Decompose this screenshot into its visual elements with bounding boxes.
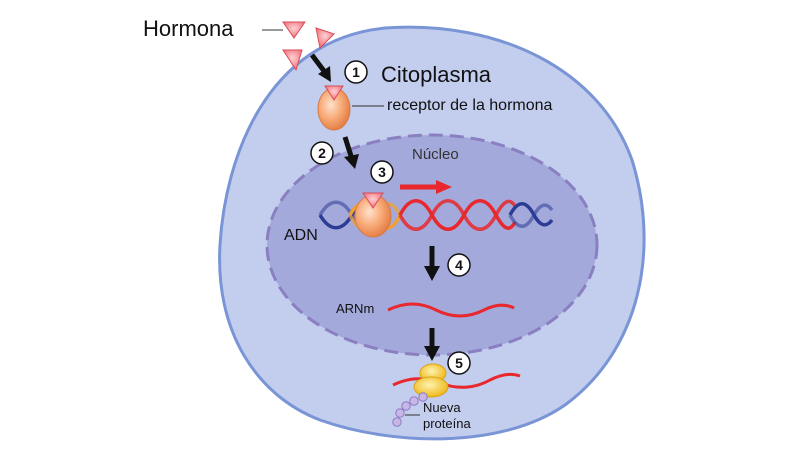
step-5-arrow bbox=[424, 328, 440, 361]
step-3-marker: 3 bbox=[370, 160, 394, 184]
new-protein-label-line1: Nueva bbox=[423, 400, 461, 415]
step-5-number: 5 bbox=[455, 355, 463, 371]
dna-label: ADN bbox=[284, 227, 318, 244]
new-protein-chain bbox=[392, 392, 428, 427]
step-4-arrow bbox=[424, 246, 440, 281]
receptor-label: receptor de la hormona bbox=[387, 97, 553, 114]
cytoplasm-label: Citoplasma bbox=[381, 62, 492, 87]
step-2-number: 2 bbox=[318, 145, 326, 161]
step-4-number: 4 bbox=[455, 257, 463, 273]
step-1-arrow bbox=[310, 53, 331, 82]
step-1-marker: 1 bbox=[344, 60, 368, 84]
transcription-arrow bbox=[400, 180, 452, 194]
step-3-number: 3 bbox=[378, 164, 386, 180]
new-protein-label: Nueva proteína bbox=[423, 400, 471, 432]
dna-bound-receptor bbox=[354, 192, 392, 238]
mrna-strand bbox=[387, 302, 515, 318]
hormone-label: Hormona bbox=[143, 16, 234, 41]
translation-mrna bbox=[392, 372, 521, 389]
ribosome bbox=[413, 363, 449, 398]
nucleus-label: Núcleo bbox=[412, 146, 459, 163]
step-2-arrow bbox=[342, 136, 359, 169]
step-1-number: 1 bbox=[352, 64, 360, 80]
step-2-marker: 2 bbox=[310, 141, 334, 165]
hormone-receptor bbox=[317, 85, 351, 131]
new-protein-label-line2: proteína bbox=[423, 416, 471, 431]
step-5-marker: 5 bbox=[447, 351, 471, 375]
mrna-label: ARNm bbox=[336, 301, 375, 316]
hormone-molecules bbox=[282, 21, 335, 72]
step-4-marker: 4 bbox=[447, 253, 471, 277]
nucleus bbox=[265, 133, 599, 357]
